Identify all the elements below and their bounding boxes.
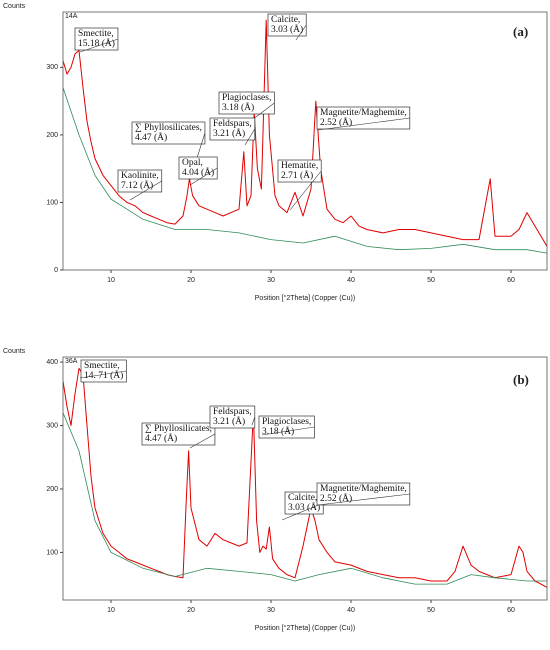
annotation-text: Magnetite/Maghemite, — [320, 484, 407, 494]
x-axis-label: Position [°2Theta] (Copper (Cu)) — [255, 294, 355, 302]
annotation-text: ∑ Phyllosilicates, — [135, 123, 202, 133]
x-tick-label: 10 — [107, 607, 115, 614]
y-tick-label: 100 — [46, 549, 58, 556]
annotation-pointer — [317, 493, 410, 506]
annotation-pointer — [189, 167, 218, 186]
annotation: Magnetite/Maghemite,2.52 (Å) — [316, 482, 411, 506]
y-tick-label: 0 — [54, 267, 58, 274]
annotation-pointer — [251, 102, 275, 121]
annotation-text: 3.03 (Å) — [288, 501, 320, 513]
background-line — [63, 87, 547, 254]
x-tick-label: 50 — [427, 277, 435, 284]
plot-frame — [62, 356, 548, 601]
annotation: Magnetite/Maghemite,2.52 (Å) — [316, 106, 411, 131]
annotation-text: 3.21 (Å) — [213, 127, 245, 139]
plot-area — [63, 367, 547, 588]
annotation-text: 2.71 (Å) — [281, 169, 313, 181]
annotation-pointer — [79, 38, 119, 53]
annotation-pointer — [244, 128, 256, 146]
annotation: Feldspars,3.21 (Å) — [209, 117, 256, 146]
annotation-pointer — [129, 180, 162, 201]
annotation-text: Opal, — [182, 158, 203, 168]
annotation-text: 4.47 (Å) — [145, 432, 177, 444]
annotation-text: 4.47 (Å) — [135, 131, 167, 143]
annotation-pointer — [261, 426, 315, 436]
plot-frame — [62, 11, 548, 271]
annotation-text: Plagioclases, — [222, 93, 271, 103]
annotation: Opal,4.04 (Å) — [178, 156, 218, 186]
annotation-text: Calcite, — [288, 493, 317, 503]
annotation: Calcite,3.03 (Å) — [267, 13, 307, 41]
annotation-text: 3.03 (Å) — [271, 23, 303, 35]
annotation-pointer — [317, 117, 410, 131]
annotation-text: 3.18 (Å) — [262, 425, 294, 437]
y-tick-label: 200 — [46, 132, 58, 139]
annotation: Calcite,3.03 (Å) — [281, 491, 324, 521]
annotation-text: Hematite, — [281, 161, 318, 171]
annotation-text: Feldspars, — [213, 407, 252, 417]
annotation-text: 4.04 (Å) — [182, 166, 214, 178]
annotation-pointer — [295, 24, 307, 41]
annotation: Plagioclases,3.18 (Å) — [218, 91, 275, 121]
annotation-pointer — [289, 170, 322, 211]
x-tick-label: 40 — [347, 277, 355, 284]
annotation: ∑ Phyllosilicates,4.47 (Å) — [141, 422, 216, 449]
annotation: Kaolinite,7.12 (Å) — [117, 169, 163, 201]
annotation: Hematite,2.71 (Å) — [277, 159, 322, 211]
annotation-text: ∑ Phyllosilicates, — [145, 424, 212, 434]
sample-label: 14A — [65, 13, 78, 20]
annotation-text: 2.52 (Å) — [320, 492, 352, 504]
sample-label: 36A — [65, 358, 78, 365]
y-axis-label: Counts — [3, 348, 26, 355]
annotation-text: Plagioclases, — [262, 417, 311, 427]
x-tick-label: 60 — [507, 607, 515, 614]
annotation-pointer — [281, 502, 324, 521]
annotation: Plagioclases,3.18 (Å) — [258, 415, 315, 439]
y-tick-label: 200 — [46, 486, 58, 493]
annotation: ∑ Phyllosilicates,4.47 (Å) — [131, 121, 206, 181]
annotation-text: Kaolinite, — [121, 171, 159, 181]
annotation-text: Magnetite/Maghemite, — [320, 108, 407, 118]
annotation-text: 15.18 (Å) — [78, 37, 115, 49]
x-tick-label: 20 — [187, 607, 195, 614]
annotation-text: 3.21 (Å) — [213, 415, 245, 427]
pattern-line — [63, 367, 547, 588]
x-tick-label: 30 — [267, 277, 275, 284]
annotation-text: Calcite, — [271, 15, 300, 25]
x-tick-label: 20 — [187, 277, 195, 284]
annotation-text: Feldspars, — [213, 119, 252, 129]
annotation-pointer — [189, 433, 216, 449]
annotation-text: Smectite, — [84, 361, 120, 371]
y-axis-label: Counts — [3, 3, 26, 10]
panel-label: (b) — [513, 372, 529, 387]
x-tick-label: 10 — [107, 277, 115, 284]
x-tick-label: 60 — [507, 277, 515, 284]
annotation-text: Smectite, — [78, 29, 114, 39]
y-tick-label: 300 — [46, 64, 58, 71]
annotation-pointer — [251, 416, 256, 426]
annotation-text: 14. 71 (Å) — [84, 369, 123, 381]
panel-label: (a) — [513, 24, 528, 39]
annotation-pointer — [79, 370, 127, 379]
background-line — [63, 412, 547, 585]
annotation: Feldspars,3.21 (Å) — [209, 405, 256, 429]
y-tick-label: 400 — [46, 359, 58, 366]
annotation-text: 2.52 (Å) — [320, 116, 352, 128]
y-tick-label: 100 — [46, 199, 58, 206]
x-tick-label: 30 — [267, 607, 275, 614]
annotation: Smectite,14. 71 (Å) — [79, 359, 127, 383]
annotation: Smectite,15.18 (Å) — [74, 27, 119, 53]
annotation-text: 7.12 (Å) — [121, 179, 153, 191]
annotation-text: 3.18 (Å) — [222, 101, 254, 113]
x-tick-label: 50 — [427, 607, 435, 614]
y-tick-label: 300 — [46, 422, 58, 429]
x-tick-label: 40 — [347, 607, 355, 614]
x-axis-label: Position [°2Theta] (Copper (Cu)) — [255, 624, 355, 632]
